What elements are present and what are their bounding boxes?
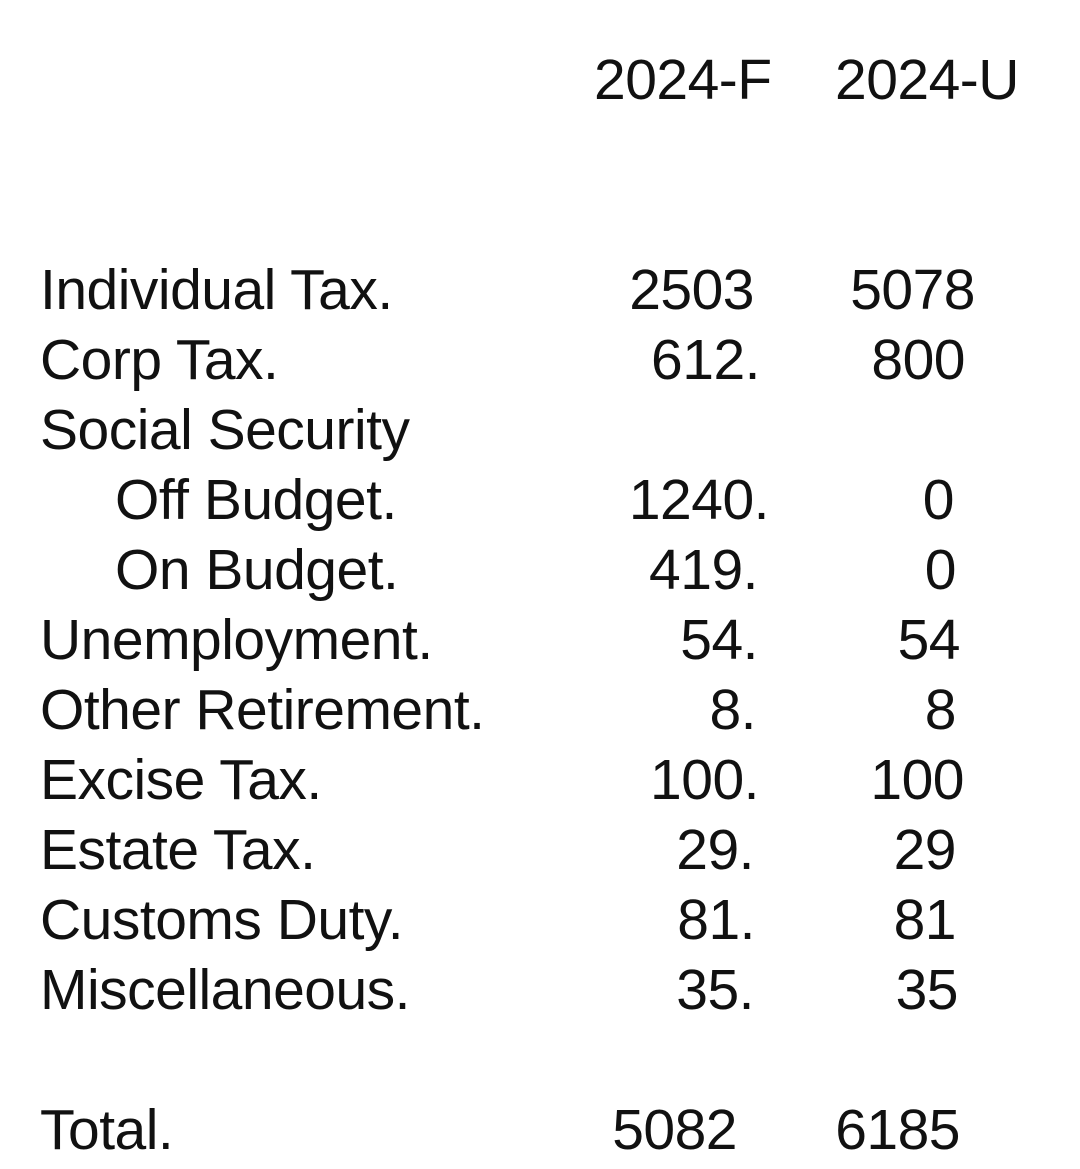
- row-value-2024-u: 54: [897, 608, 961, 672]
- row-value-2024-u: 81: [893, 888, 957, 952]
- total-label: Total.: [40, 1098, 174, 1162]
- total-value-2024-f: 5082: [612, 1098, 737, 1162]
- row-value-2024-u: 5078: [850, 258, 975, 322]
- row-label-corp-tax: Corp Tax.: [40, 328, 279, 392]
- row-value-2024-u: 29: [893, 818, 957, 882]
- row-value-2024-f: 29.: [676, 818, 754, 882]
- row-label-unemployment: Unemployment.: [40, 608, 433, 672]
- row-value-2024-f: 8.: [709, 678, 756, 742]
- row-label-customs-duty: Customs Duty.: [40, 888, 404, 952]
- row-label-on-budget: On Budget.: [115, 538, 399, 602]
- row-value-2024-f: 54.: [680, 608, 758, 672]
- row-label-individual-tax: Individual Tax.: [40, 258, 393, 322]
- row-value-2024-u: 800: [871, 328, 965, 392]
- row-value-2024-f: 35.: [676, 958, 754, 1022]
- row-value-2024-u: 35: [895, 958, 959, 1022]
- row-value-2024-f: 81.: [677, 888, 755, 952]
- row-label-miscellaneous: Miscellaneous.: [40, 958, 411, 1022]
- row-value-2024-f: 1240.: [628, 468, 770, 532]
- row-value-2024-u: 0: [922, 468, 955, 532]
- row-label-off-budget: Off Budget.: [115, 468, 397, 532]
- row-label-social-security: Social Security: [40, 398, 410, 462]
- row-value-2024-f: 612.: [651, 328, 760, 392]
- row-value-2024-f: 100.: [650, 748, 759, 812]
- row-value-2024-f: 419.: [649, 538, 758, 602]
- column-header-2024-u: 2024-U: [835, 48, 1019, 112]
- row-label-other-retirement: Other Retirement.: [40, 678, 485, 742]
- column-header-2024-f: 2024-F: [594, 48, 772, 112]
- row-label-estate-tax: Estate Tax.: [40, 818, 316, 882]
- row-value-2024-u: 0: [924, 538, 957, 602]
- row-label-excise-tax: Excise Tax.: [40, 748, 322, 812]
- row-value-2024-u: 8: [924, 678, 957, 742]
- row-value-2024-u: 100: [870, 748, 964, 812]
- total-value-2024-u: 6185: [835, 1098, 960, 1162]
- row-value-2024-f: 2503: [629, 258, 754, 322]
